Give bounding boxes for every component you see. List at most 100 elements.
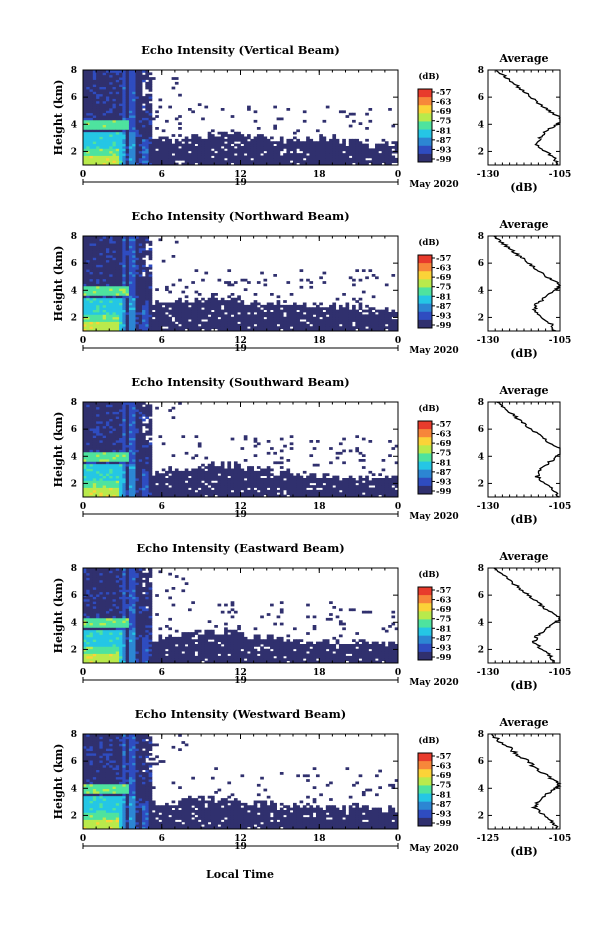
heatmap-cell [342, 160, 346, 164]
heatmap-cell [122, 247, 127, 251]
heatmap-cell [194, 323, 199, 327]
heatmap-cell [247, 309, 251, 313]
panel-title: Echo Intensity (Vertical Beam) [141, 43, 340, 57]
heatmap-cell [89, 406, 94, 410]
heatmap-cell [283, 321, 287, 325]
heatmap-cell [96, 112, 100, 116]
heatmap-cell [394, 148, 399, 152]
heatmap-cell [109, 316, 113, 320]
heatmap-cell [92, 430, 97, 434]
heatmap-cell [122, 98, 127, 102]
heatmap-cell [102, 131, 107, 135]
heatmap-cell [102, 323, 107, 327]
heatmap-cell [125, 117, 130, 121]
heatmap-cell [273, 489, 277, 493]
heatmap-cell [99, 160, 104, 164]
heatmap-cell [394, 150, 399, 154]
heatmap-cell [184, 487, 189, 491]
heatmap-cell [273, 487, 277, 491]
heatmap-cell [122, 435, 127, 439]
colorbar-tick-label: -87 [436, 302, 451, 312]
heatmap-cell [178, 307, 182, 311]
heatmap-cell [174, 328, 179, 332]
heatmap-cell [371, 312, 376, 315]
heatmap-cell [83, 115, 87, 118]
heatmap-cell [115, 91, 120, 95]
heatmap-cell [240, 312, 245, 315]
heatmap-cell [142, 238, 146, 242]
colorbar-swatch [418, 325, 432, 329]
heatmap-cell [96, 304, 100, 308]
heatmap-cell [181, 326, 186, 330]
heatmap-cell [115, 321, 120, 325]
heatmap-cell [322, 157, 327, 161]
heatmap-cell [197, 160, 202, 164]
heatmap-cell [112, 238, 117, 242]
heatmap-cell [289, 316, 294, 320]
heatmap-cell [96, 487, 100, 491]
heatmap-cell [135, 110, 140, 114]
heatmap-cell [128, 494, 133, 498]
heatmap-cell [293, 326, 297, 330]
heatmap-cell [312, 302, 317, 306]
heatmap-cell [178, 122, 182, 126]
heatmap-cell [224, 321, 228, 325]
heatmap-cell [168, 494, 172, 498]
heatmap-cell [155, 321, 159, 325]
heatmap-cell [332, 323, 337, 327]
heatmap-cell [197, 470, 202, 474]
heatmap-cell [191, 487, 195, 491]
heatmap-cell [352, 283, 356, 287]
heatmap-cell [89, 129, 94, 133]
heatmap-cell [345, 153, 350, 156]
heatmap-cell [384, 314, 389, 318]
heatmap-cell [151, 160, 156, 164]
heatmap-cell [299, 141, 304, 145]
heatmap-cell [96, 274, 100, 277]
heatmap-cell [142, 122, 146, 126]
heatmap-cell [109, 494, 113, 498]
heatmap-cell [204, 150, 209, 154]
heatmap-cell [115, 84, 120, 88]
heatmap-cell [371, 326, 376, 330]
heatmap-cell [243, 288, 248, 292]
heatmap-cell [174, 326, 179, 330]
heatmap-cell [171, 485, 176, 488]
heatmap-cell [214, 160, 218, 164]
heatmap-cell [105, 475, 110, 479]
heatmap-cell [122, 103, 127, 107]
heatmap-cell [247, 485, 251, 488]
heatmap-cell [89, 409, 94, 412]
heatmap-cell [161, 146, 166, 149]
heatmap-cell [105, 297, 110, 301]
heatmap-cell [260, 492, 264, 496]
heatmap-cell [102, 442, 107, 446]
heatmap-cell [184, 304, 189, 308]
heatmap-cell [125, 245, 130, 249]
heatmap-cell [181, 328, 186, 332]
heatmap-cell [207, 321, 212, 325]
heatmap-cell [119, 70, 123, 73]
heatmap-cell [86, 79, 90, 83]
heatmap-cell [102, 432, 107, 436]
heatmap-cell [286, 148, 291, 152]
heatmap-cell [135, 276, 140, 280]
heatmap-cell [138, 456, 143, 460]
heatmap-cell [237, 307, 241, 311]
heatmap-cell [181, 307, 186, 311]
heatmap-cell [296, 328, 300, 332]
heatmap-cell [138, 480, 143, 484]
heatmap-cell [119, 264, 123, 268]
heatmap-cell [112, 119, 117, 123]
heatmap-cell [332, 307, 337, 311]
heatmap-cell [358, 321, 363, 325]
heatmap-cell [181, 302, 186, 306]
heatmap-cell [128, 70, 133, 73]
heatmap-cell [352, 312, 356, 315]
heatmap-cell [96, 160, 100, 164]
heatmap-cell [132, 129, 136, 133]
heatmap-cell [115, 245, 120, 249]
heatmap-cell [240, 447, 245, 450]
heatmap-cell [181, 162, 186, 166]
heatmap-cell [155, 323, 159, 327]
